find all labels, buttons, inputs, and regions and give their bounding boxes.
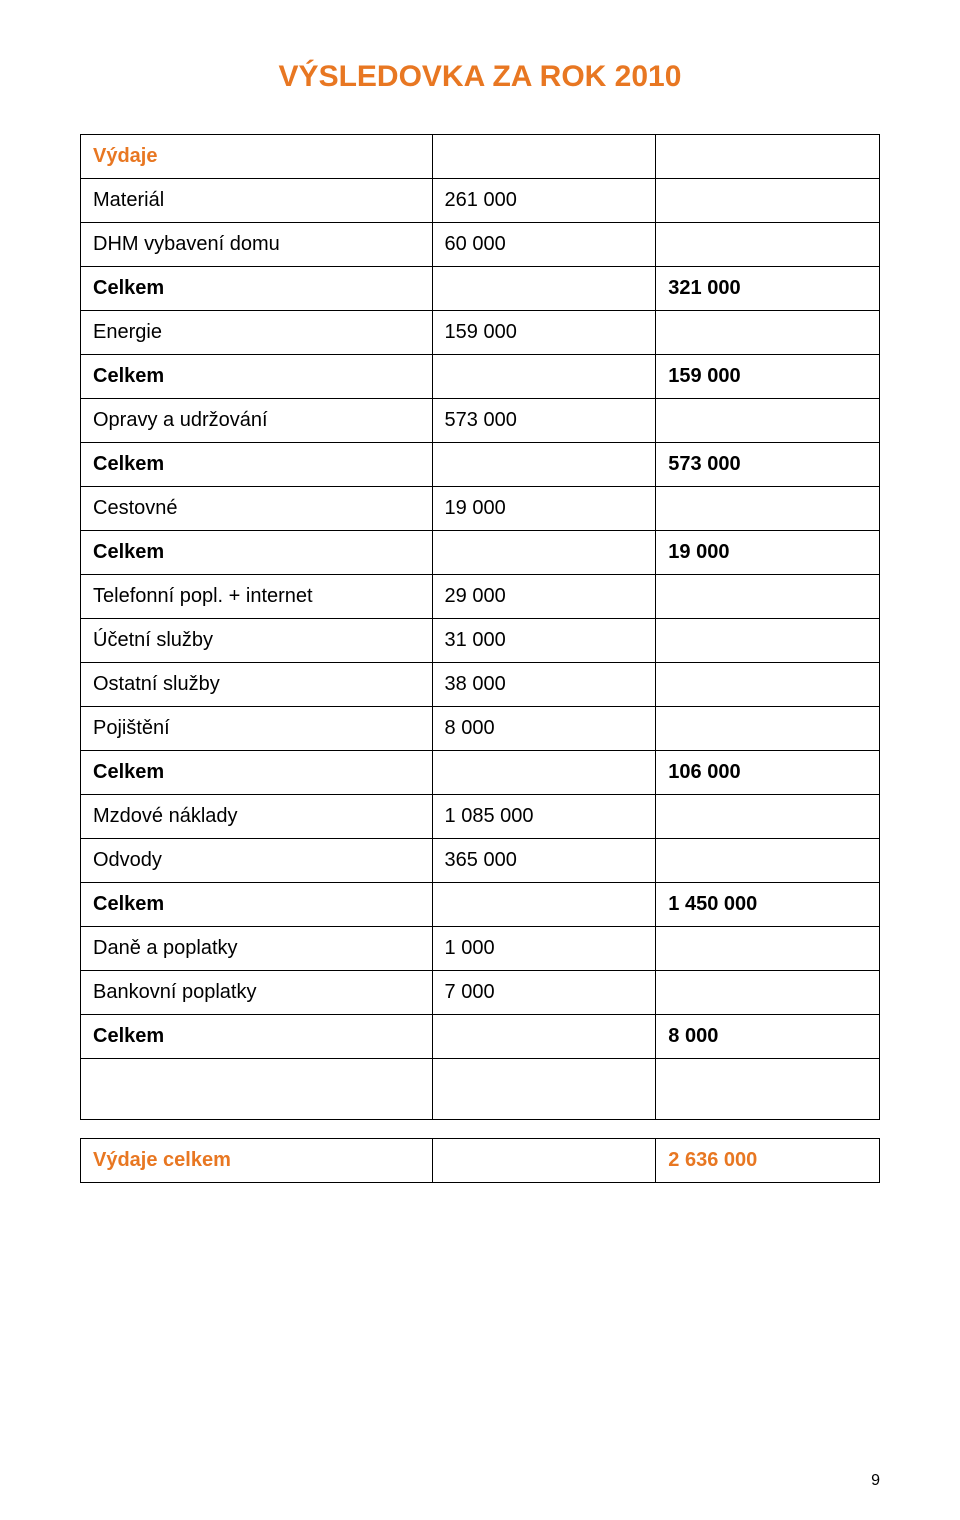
subtotal-cell [656, 971, 880, 1015]
table-row: Celkem 106 000 [81, 751, 880, 795]
subtotal-cell: 8 000 [656, 1015, 880, 1059]
value-cell [432, 883, 656, 927]
table-row: Odvody365 000 [81, 839, 880, 883]
spacer-cell [432, 1059, 656, 1120]
subtotal-cell: 573 000 [656, 443, 880, 487]
value-cell [432, 443, 656, 487]
value-cell: 19 000 [432, 487, 656, 531]
value-cell: 38 000 [432, 663, 656, 707]
label-cell: Mzdové náklady [81, 795, 433, 839]
table-row: Celkem 573 000 [81, 443, 880, 487]
value-cell [432, 751, 656, 795]
subtotal-cell [656, 399, 880, 443]
label-cell: Cestovné [81, 487, 433, 531]
table-row: Výdaje celkem 2 636 000 [81, 1139, 880, 1183]
label-cell: Celkem [81, 883, 433, 927]
value-cell [432, 355, 656, 399]
table-row: Materiál261 000 [81, 179, 880, 223]
value-cell: 29 000 [432, 575, 656, 619]
table-row: Bankovní poplatky7 000 [81, 971, 880, 1015]
label-cell: Celkem [81, 531, 433, 575]
label-cell: Bankovní poplatky [81, 971, 433, 1015]
label-cell: Celkem [81, 267, 433, 311]
value-cell: 31 000 [432, 619, 656, 663]
subtotal-cell: 321 000 [656, 267, 880, 311]
label-cell: Odvody [81, 839, 433, 883]
value-cell [432, 531, 656, 575]
spacer-cell [81, 1059, 433, 1120]
subtotal-cell: 1 450 000 [656, 883, 880, 927]
table-row: Celkem 1 450 000 [81, 883, 880, 927]
value-cell [432, 135, 656, 179]
value-cell: 8 000 [432, 707, 656, 751]
subtotal-cell [656, 663, 880, 707]
table-row: Energie159 000 [81, 311, 880, 355]
subtotal-cell [656, 487, 880, 531]
table-row: Daně a poplatky1 000 [81, 927, 880, 971]
subtotal-cell: 106 000 [656, 751, 880, 795]
value-cell: 573 000 [432, 399, 656, 443]
label-cell: Účetní služby [81, 619, 433, 663]
label-cell: Pojištění [81, 707, 433, 751]
table-row: Pojištění8 000 [81, 707, 880, 751]
label-cell: Celkem [81, 751, 433, 795]
label-cell: Výdaje [81, 135, 433, 179]
total-mid-cell [432, 1139, 656, 1183]
table-row: Celkem 19 000 [81, 531, 880, 575]
value-cell: 1 085 000 [432, 795, 656, 839]
table-row: Výdaje [81, 135, 880, 179]
table-row: Cestovné19 000 [81, 487, 880, 531]
label-cell: Celkem [81, 1015, 433, 1059]
label-cell: Daně a poplatky [81, 927, 433, 971]
table-row: Celkem 321 000 [81, 267, 880, 311]
table-row: DHM vybavení domu60 000 [81, 223, 880, 267]
value-cell: 1 000 [432, 927, 656, 971]
subtotal-cell [656, 311, 880, 355]
table-row: Ostatní služby38 000 [81, 663, 880, 707]
label-cell: Celkem [81, 443, 433, 487]
total-value-cell: 2 636 000 [656, 1139, 880, 1183]
expenses-table: VýdajeMateriál261 000DHM vybavení domu60… [80, 134, 880, 1120]
label-cell: Opravy a udržování [81, 399, 433, 443]
subtotal-cell [656, 707, 880, 751]
subtotal-cell [656, 575, 880, 619]
page: VÝSLEDOVKA ZA ROK 2010 VýdajeMateriál261… [0, 0, 960, 1520]
value-cell: 159 000 [432, 311, 656, 355]
spacer-cell [656, 1059, 880, 1120]
subtotal-cell: 19 000 [656, 531, 880, 575]
value-cell: 261 000 [432, 179, 656, 223]
table-row: Telefonní popl. + internet29 000 [81, 575, 880, 619]
subtotal-cell [656, 135, 880, 179]
label-cell: Materiál [81, 179, 433, 223]
subtotal-cell: 159 000 [656, 355, 880, 399]
page-title: VÝSLEDOVKA ZA ROK 2010 [80, 60, 880, 94]
table-row: Účetní služby31 000 [81, 619, 880, 663]
label-cell: Energie [81, 311, 433, 355]
value-cell [432, 267, 656, 311]
subtotal-cell [656, 839, 880, 883]
total-table: Výdaje celkem 2 636 000 [80, 1138, 880, 1183]
subtotal-cell [656, 927, 880, 971]
table-row: Celkem 159 000 [81, 355, 880, 399]
subtotal-cell [656, 795, 880, 839]
table-row: Celkem 8 000 [81, 1015, 880, 1059]
total-label-cell: Výdaje celkem [81, 1139, 433, 1183]
table-row: Mzdové náklady1 085 000 [81, 795, 880, 839]
subtotal-cell [656, 179, 880, 223]
label-cell: DHM vybavení domu [81, 223, 433, 267]
label-cell: Celkem [81, 355, 433, 399]
table-row: Opravy a udržování573 000 [81, 399, 880, 443]
value-cell [432, 1015, 656, 1059]
value-cell: 7 000 [432, 971, 656, 1015]
page-number: 9 [871, 1472, 880, 1490]
value-cell: 60 000 [432, 223, 656, 267]
label-cell: Ostatní služby [81, 663, 433, 707]
value-cell: 365 000 [432, 839, 656, 883]
label-cell: Telefonní popl. + internet [81, 575, 433, 619]
table-row [81, 1059, 880, 1120]
subtotal-cell [656, 619, 880, 663]
subtotal-cell [656, 223, 880, 267]
